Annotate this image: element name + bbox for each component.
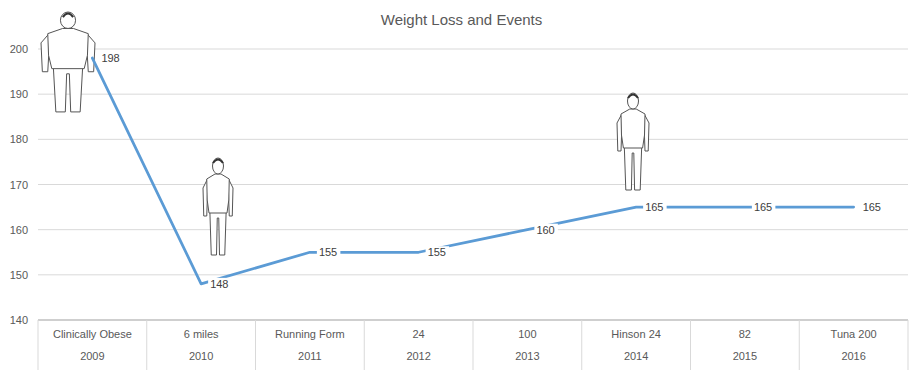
category-label: 100 (518, 328, 536, 340)
category-separator (38, 320, 39, 370)
y-tick-label: 150 (10, 269, 28, 281)
category-label: 24 (413, 328, 425, 340)
category-separator (690, 320, 691, 370)
data-label: 155 (319, 246, 337, 258)
figure-torso (48, 28, 89, 68)
year-label: 2013 (515, 350, 539, 362)
grid-line (38, 184, 908, 185)
body-figure (617, 93, 649, 190)
data-label-bg (861, 201, 885, 214)
chart-svg: Weight Loss and Events 140 150 160 170 180 190… (0, 0, 923, 377)
chart-container: Weight Loss and Events 140 150 160 170 180 190… (0, 0, 923, 377)
y-tick-label: 200 (10, 43, 28, 55)
data-label-bg (426, 246, 450, 259)
grid-line (38, 274, 908, 275)
data-label: 165 (645, 201, 663, 213)
figure-torso (621, 109, 645, 148)
data-label: 160 (536, 224, 554, 236)
figure-head (60, 12, 75, 28)
data-label-bg (643, 201, 667, 214)
y-tick-label: 160 (10, 224, 28, 236)
category-separator (146, 320, 147, 370)
figure-legs (624, 143, 642, 190)
data-label: 165 (863, 201, 881, 213)
category-separator (473, 320, 474, 370)
grid-line (38, 94, 908, 95)
year-label: 2014 (624, 350, 648, 362)
background (0, 0, 923, 377)
body-figure (203, 158, 233, 255)
category-label: Hinson 24 (611, 328, 661, 340)
data-label: 165 (754, 201, 772, 213)
body-figure (41, 12, 95, 112)
year-label: 2015 (733, 350, 757, 362)
year-label: 2012 (406, 350, 430, 362)
year-label: 2011 (298, 350, 322, 362)
data-label-bg (534, 224, 558, 237)
figure-legs (210, 208, 227, 255)
figure-hair (213, 160, 223, 164)
data-label-bg (99, 52, 123, 65)
grid-line (38, 139, 908, 140)
data-label: 148 (210, 278, 228, 290)
plot-area (92, 58, 853, 284)
figure-hair (63, 14, 73, 18)
y-tick-label: 180 (10, 133, 28, 145)
category-label: 82 (739, 328, 751, 340)
data-label-bg (208, 278, 232, 291)
data-line (92, 58, 853, 284)
y-tick-label: 190 (10, 88, 28, 100)
chart-title: Weight Loss and Events (381, 11, 542, 28)
category-label: Running Form (275, 328, 345, 340)
category-separator (581, 320, 582, 370)
category-label: 6 miles (184, 328, 219, 340)
category-label: Tuna 200 (831, 328, 877, 340)
grid-line (38, 49, 908, 50)
category-separator (255, 320, 256, 370)
year-label: 2016 (841, 350, 865, 362)
figure-torso (207, 174, 230, 213)
category-separator (799, 320, 800, 370)
category-label: Clinically Obese (53, 328, 132, 340)
y-tick-label: 140 (10, 314, 28, 326)
y-tick-label: 170 (10, 179, 28, 191)
year-label: 2009 (80, 350, 104, 362)
data-label: 198 (101, 52, 119, 64)
figure-head (628, 93, 639, 109)
figure-hair (628, 95, 638, 99)
grid-line (38, 229, 908, 230)
year-label: 2010 (189, 350, 213, 362)
data-label-bg (752, 201, 776, 214)
category-separator (908, 320, 909, 370)
figure-legs (53, 64, 83, 112)
data-label-bg (317, 246, 341, 259)
data-label: 155 (428, 246, 446, 258)
category-separator (364, 320, 365, 370)
figure-head (213, 158, 224, 174)
